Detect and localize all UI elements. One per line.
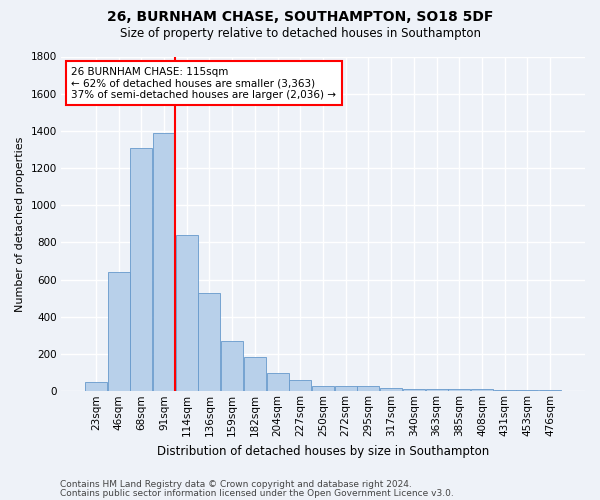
Bar xyxy=(289,380,311,392)
Bar xyxy=(471,390,493,392)
Text: Contains public sector information licensed under the Open Government Licence v3: Contains public sector information licen… xyxy=(60,489,454,498)
Bar xyxy=(425,390,448,392)
Text: 26, BURNHAM CHASE, SOUTHAMPTON, SO18 5DF: 26, BURNHAM CHASE, SOUTHAMPTON, SO18 5DF xyxy=(107,10,493,24)
Bar xyxy=(335,386,357,392)
Text: Contains HM Land Registry data © Crown copyright and database right 2024.: Contains HM Land Registry data © Crown c… xyxy=(60,480,412,489)
Bar xyxy=(494,390,516,392)
Bar xyxy=(358,386,379,392)
Bar xyxy=(244,357,266,392)
Bar xyxy=(380,388,402,392)
Bar xyxy=(312,386,334,392)
X-axis label: Distribution of detached houses by size in Southampton: Distribution of detached houses by size … xyxy=(157,444,489,458)
Bar xyxy=(221,341,243,392)
Bar xyxy=(517,390,538,392)
Bar xyxy=(266,372,289,392)
Bar xyxy=(176,235,197,392)
Bar xyxy=(199,292,220,392)
Bar xyxy=(153,133,175,392)
Bar xyxy=(539,390,561,392)
Text: Size of property relative to detached houses in Southampton: Size of property relative to detached ho… xyxy=(119,28,481,40)
Bar xyxy=(130,148,152,392)
Text: 26 BURNHAM CHASE: 115sqm
← 62% of detached houses are smaller (3,363)
37% of sem: 26 BURNHAM CHASE: 115sqm ← 62% of detach… xyxy=(71,66,337,100)
Bar xyxy=(107,272,130,392)
Bar xyxy=(403,390,425,392)
Y-axis label: Number of detached properties: Number of detached properties xyxy=(15,136,25,312)
Bar xyxy=(85,382,107,392)
Bar xyxy=(448,390,470,392)
